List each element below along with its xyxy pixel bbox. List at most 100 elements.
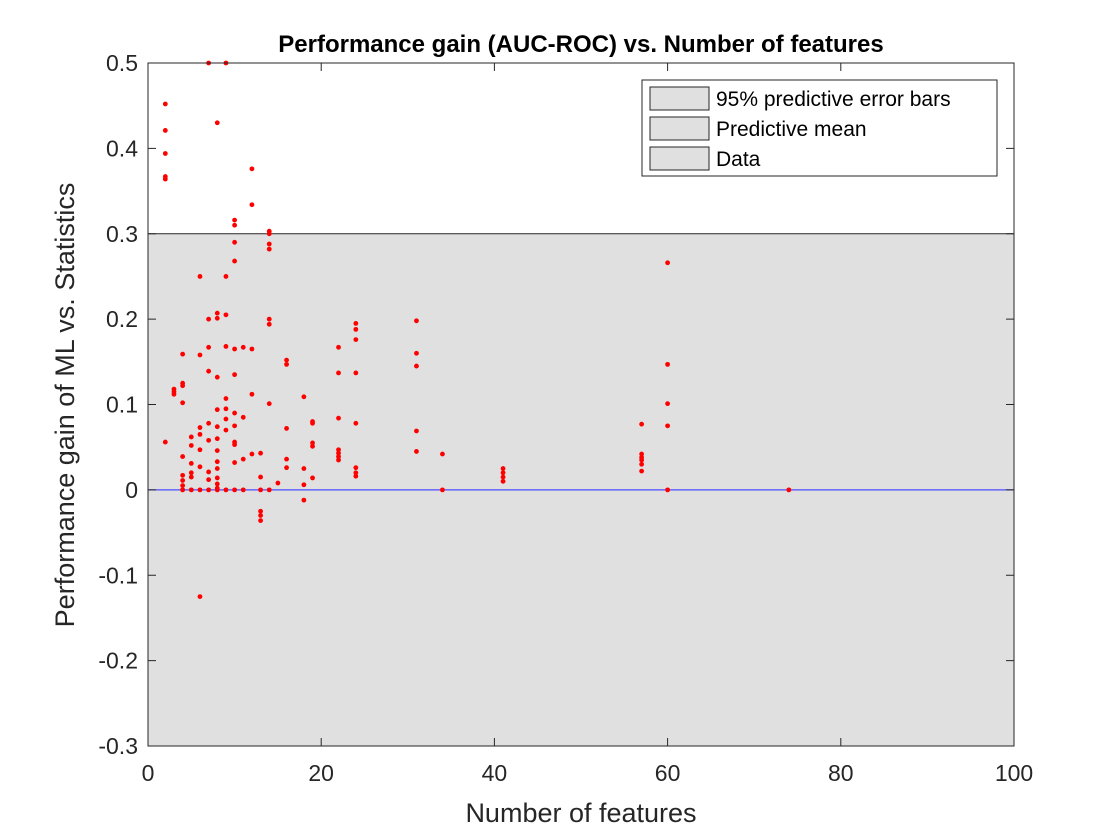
data-point — [353, 473, 359, 479]
data-point — [232, 222, 238, 228]
legend-label-data: Data — [716, 148, 761, 171]
data-point — [284, 465, 289, 471]
data-point — [258, 487, 263, 493]
x-tick-label: 40 — [482, 760, 508, 786]
data-point — [162, 151, 168, 156]
data-point — [414, 449, 419, 454]
data-point — [223, 344, 229, 349]
y-tick-label: 0.2 — [106, 306, 138, 332]
data-point — [214, 487, 220, 493]
legend-swatch-error-bars — [649, 86, 710, 111]
y-tick-label: -0.1 — [98, 562, 138, 588]
data-point — [639, 468, 645, 474]
data-point — [206, 368, 212, 374]
data-point — [232, 258, 238, 264]
data-point — [188, 434, 194, 440]
data-point — [301, 394, 307, 400]
data-point — [223, 487, 229, 493]
data-point — [249, 346, 255, 352]
data-point — [353, 465, 359, 471]
x-tick-label: 100 — [995, 760, 1033, 786]
data-point — [336, 370, 341, 376]
data-point — [266, 316, 272, 322]
data-point — [266, 241, 272, 247]
data-point — [214, 466, 220, 471]
legend-label-predictive-mean: Predictive mean — [716, 118, 867, 141]
data-point — [414, 363, 419, 369]
data-point — [336, 415, 341, 421]
x-tick-label: 0 — [142, 760, 155, 786]
x-tick-label: 20 — [308, 760, 334, 786]
data-point — [206, 469, 212, 475]
data-point — [353, 370, 359, 376]
data-point — [232, 442, 238, 448]
y-tick-label: 0.5 — [106, 50, 138, 76]
axis-ticks: 0 20 40 60 80 100 -0.3 -0.2 -0.1 0 0.1 0.2 0.3 0.4 0.5 — [98, 50, 1033, 786]
data-point — [197, 352, 203, 358]
data-point — [353, 320, 359, 326]
data-point — [665, 401, 670, 407]
data-point — [786, 487, 792, 493]
data-points — [162, 60, 792, 599]
data-point — [232, 217, 238, 223]
data-point — [188, 487, 194, 493]
data-point — [353, 420, 359, 426]
data-point — [266, 321, 272, 327]
y-tick-label: -0.2 — [98, 648, 138, 674]
data-point — [180, 478, 186, 483]
data-point — [188, 461, 194, 466]
data-point — [214, 459, 220, 465]
data-point — [232, 460, 238, 465]
data-point — [284, 357, 289, 363]
data-point — [249, 166, 255, 172]
data-point — [266, 401, 272, 407]
data-point — [214, 448, 220, 454]
data-point — [206, 437, 212, 443]
data-point — [214, 424, 220, 430]
data-point — [310, 443, 315, 449]
data-point — [414, 318, 419, 324]
data-point — [301, 482, 307, 488]
data-point — [336, 344, 341, 350]
data-point — [206, 344, 212, 350]
data-point — [258, 508, 263, 514]
data-point — [353, 326, 359, 332]
data-point — [197, 464, 203, 470]
legend-swatch-data — [649, 146, 710, 171]
x-tick-label: 80 — [828, 760, 854, 786]
data-point — [639, 421, 645, 427]
data-point — [336, 454, 341, 459]
data-point — [206, 316, 212, 322]
data-point — [180, 383, 186, 389]
data-point — [162, 176, 168, 182]
data-point — [214, 120, 220, 126]
data-point — [249, 451, 255, 457]
data-point — [214, 436, 220, 442]
data-point — [240, 456, 246, 462]
chart-title: Performance gain (AUC-ROC) vs. Number of… — [278, 31, 883, 58]
data-point — [180, 454, 186, 459]
data-point — [214, 481, 220, 487]
data-point — [301, 497, 307, 503]
legend-swatch-predictive-mean — [649, 116, 710, 141]
data-point — [258, 450, 263, 456]
data-point — [197, 487, 203, 493]
data-point — [440, 487, 445, 493]
data-point — [162, 101, 168, 107]
data-point — [440, 451, 445, 457]
data-point — [665, 423, 670, 429]
data-point — [266, 231, 272, 237]
y-tick-label: 0.3 — [106, 221, 138, 247]
data-point — [223, 312, 229, 318]
data-point — [639, 457, 645, 463]
data-point — [214, 310, 220, 316]
data-point — [500, 466, 506, 471]
data-point — [232, 239, 238, 245]
data-point — [249, 202, 255, 208]
data-point — [639, 451, 645, 457]
data-point — [284, 426, 289, 431]
data-point — [214, 475, 220, 481]
data-point — [197, 425, 203, 430]
data-point — [232, 487, 238, 493]
data-point — [171, 391, 177, 397]
